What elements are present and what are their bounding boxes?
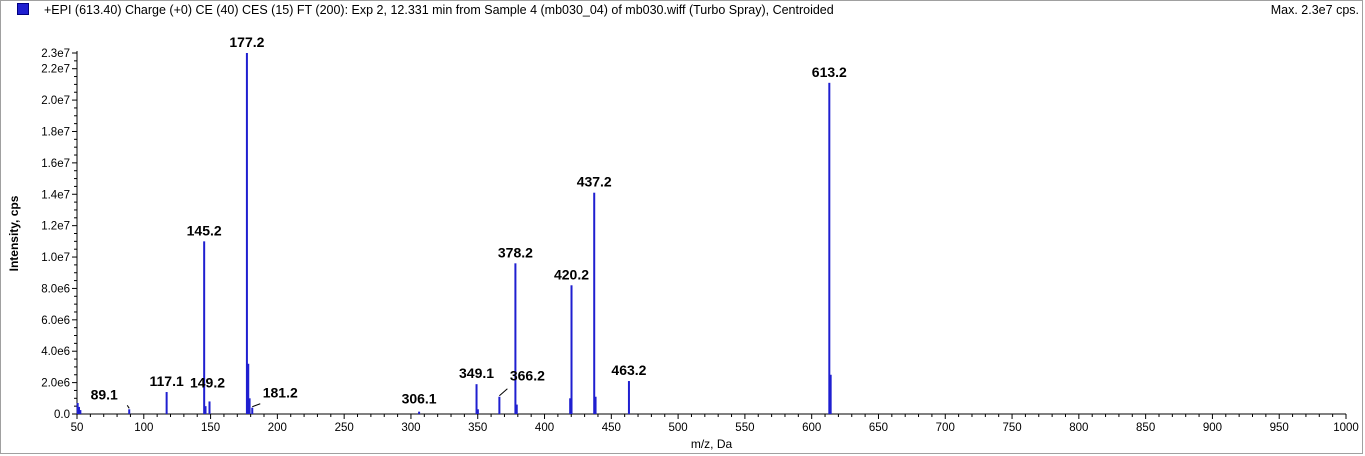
y-tick-label: 1.8e7 — [41, 126, 70, 138]
spectrum-peak — [828, 82, 831, 414]
x-tick-label: 250 — [335, 422, 354, 434]
peak-label: 366.2 — [510, 368, 545, 384]
x-tick-label: 100 — [134, 422, 153, 434]
y-tick-label: 1.0e7 — [41, 252, 70, 264]
spectrum-peak — [498, 396, 501, 414]
spectrum-peak — [247, 363, 250, 414]
max-intensity-label: Max. 2.3e7 cps. — [1270, 3, 1359, 17]
series-color-swatch — [17, 3, 29, 15]
spectrum-peak — [79, 410, 82, 414]
peak-label: 89.1 — [91, 386, 118, 402]
x-tick-label: 700 — [936, 422, 955, 434]
x-tick-label: 550 — [735, 422, 754, 434]
spectrum-peak — [78, 406, 81, 414]
spectrum-title: +EPI (613.40) Charge (+0) CE (40) CES (1… — [44, 3, 834, 17]
spectrum-peak — [514, 263, 517, 414]
y-tick-label: 2.0e7 — [41, 95, 70, 107]
spectrum-peak — [515, 404, 518, 414]
peak-label: 306.1 — [402, 391, 437, 407]
y-tick-label: 0.0 — [54, 409, 70, 421]
x-tick-label: 800 — [1069, 422, 1088, 434]
x-tick-label: 750 — [1002, 422, 1021, 434]
y-tick-label: 1.2e7 — [41, 221, 70, 233]
spectrum-peaks — [76, 53, 832, 414]
x-tick-label: 400 — [535, 422, 554, 434]
x-tick-label: 150 — [201, 422, 220, 434]
peak-label-leader — [252, 403, 261, 408]
spectrum-peak — [203, 241, 206, 414]
peak-label: 149.2 — [190, 374, 225, 390]
x-tick-label: 650 — [869, 422, 888, 434]
spectrum-peak — [593, 192, 596, 414]
y-tick-label: 8.0e6 — [41, 283, 70, 295]
y-tick-label: 2.0e6 — [41, 378, 70, 390]
spectrum-peak — [208, 401, 211, 414]
peak-label: 378.2 — [498, 244, 533, 260]
spectrum-peak — [475, 384, 478, 414]
x-tick-label: 600 — [802, 422, 821, 434]
spectrum-peak — [476, 409, 479, 414]
peak-label: 463.2 — [611, 362, 646, 378]
peak-label: 613.2 — [812, 64, 847, 80]
spectrum-peak — [418, 411, 421, 414]
spectrum-peak — [594, 396, 597, 414]
y-tick-label: 2.3e7 — [41, 48, 70, 60]
x-tick-label: 50 — [71, 422, 84, 434]
x-tick-label: 900 — [1203, 422, 1222, 434]
spectrum-peak — [245, 53, 248, 414]
axes-layer: 50 100 150 200 250 300 350 400 450 500 550 600 650 70… — [41, 48, 1359, 434]
peak-label: 349.1 — [459, 365, 494, 381]
peak-label: 145.2 — [187, 222, 222, 238]
spectrum-peak — [76, 403, 79, 414]
y-tick-label: 6.0e6 — [41, 315, 70, 327]
spectrum-peak — [570, 285, 573, 414]
spectrum-peak — [251, 407, 254, 414]
peak-label-leader — [126, 405, 130, 409]
spectrum-peak — [569, 398, 572, 414]
peak-label: 181.2 — [263, 385, 298, 401]
x-tick-label: 300 — [401, 422, 420, 434]
spectrum-peak — [165, 392, 168, 414]
y-tick-label: 1.4e7 — [41, 189, 70, 201]
x-tick-label: 350 — [468, 422, 487, 434]
peak-label: 177.2 — [229, 34, 264, 50]
peak-label: 420.2 — [554, 266, 589, 282]
spectrum-peak — [248, 398, 251, 414]
x-tick-label: 1000 — [1333, 422, 1359, 434]
y-tick-label: 1.6e7 — [41, 158, 70, 170]
spectrum-peak — [829, 374, 832, 414]
x-axis-title: m/z, Da — [691, 437, 733, 451]
x-tick-label: 200 — [268, 422, 287, 434]
x-tick-label: 850 — [1136, 422, 1155, 434]
chart-header: +EPI (613.40) Charge (+0) CE (40) CES (1… — [0, 0, 1365, 20]
peak-label: 117.1 — [149, 373, 183, 389]
y-tick-label: 2.2e7 — [41, 64, 70, 76]
spectrum-peak — [128, 409, 131, 414]
peak-labels: 89.1 117.1 145.2 149.2 177.2 181.2 306.1 349.1 3… — [91, 34, 847, 409]
spectrum-peak — [627, 381, 630, 414]
peak-label-leader — [499, 388, 508, 397]
x-tick-label: 500 — [669, 422, 688, 434]
x-tick-label: 450 — [602, 422, 621, 434]
peak-label: 437.2 — [577, 174, 612, 190]
spectrum-peak — [204, 406, 207, 414]
y-axis-title: Intensity, cps — [7, 195, 21, 271]
y-tick-label: 4.0e6 — [41, 346, 70, 358]
x-tick-label: 950 — [1270, 422, 1289, 434]
